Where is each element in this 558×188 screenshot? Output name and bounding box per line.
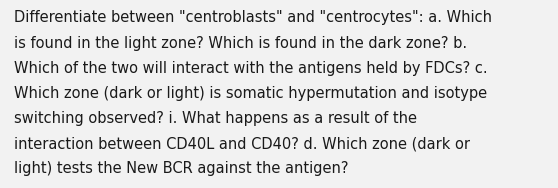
Text: Which zone (dark or light) is somatic hypermutation and isotype: Which zone (dark or light) is somatic hy… [14,86,487,101]
Text: light) tests the New BCR against the antigen?: light) tests the New BCR against the ant… [14,161,348,177]
Text: Which of the two will interact with the antigens held by FDCs? c.: Which of the two will interact with the … [14,61,488,76]
Text: switching observed? i. What happens as a result of the: switching observed? i. What happens as a… [14,111,417,126]
Text: interaction between CD40L and CD40? d. Which zone (dark or: interaction between CD40L and CD40? d. W… [14,136,470,151]
Text: is found in the light zone? Which is found in the dark zone? b.: is found in the light zone? Which is fou… [14,36,467,51]
Text: Differentiate between "centroblasts" and "centrocytes": a. Which: Differentiate between "centroblasts" and… [14,10,492,25]
